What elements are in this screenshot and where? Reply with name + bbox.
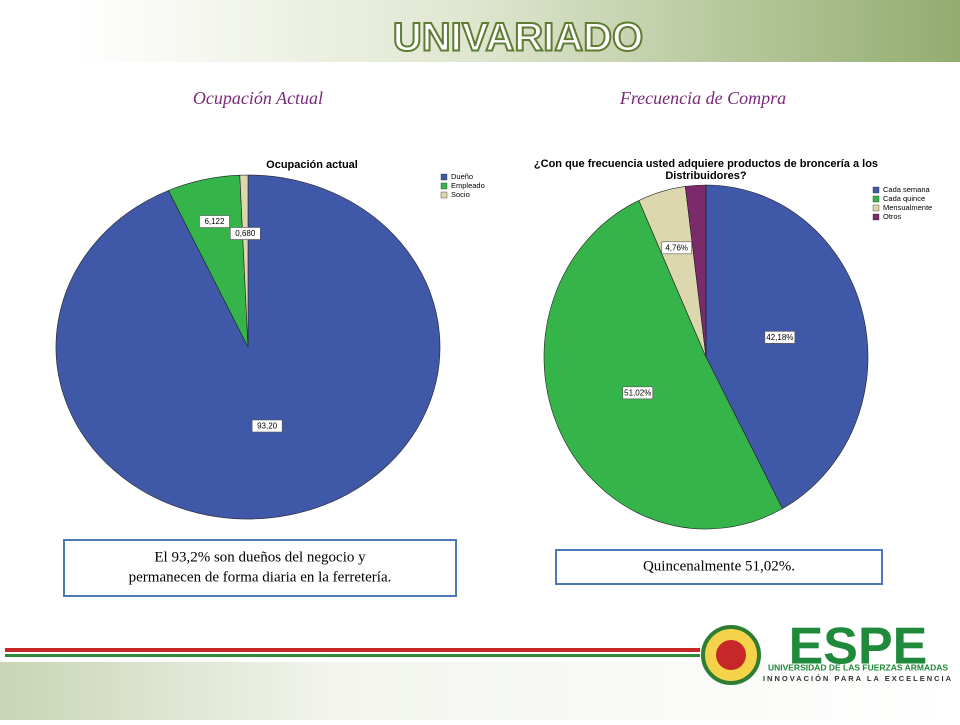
value-label-box — [229, 227, 261, 240]
legend-swatch — [440, 182, 448, 190]
legend-swatch — [872, 195, 880, 203]
legend-label: Cada semana — [883, 185, 931, 194]
pie-slice — [543, 200, 783, 530]
value-label-box — [251, 419, 283, 433]
pie-slice — [239, 174, 249, 348]
legend-label: Empleado — [451, 181, 485, 190]
caption-box — [63, 539, 457, 597]
footer-band — [0, 662, 960, 720]
legend-label: Dueño — [451, 172, 473, 181]
slide-title: UNIVARIADO — [393, 16, 643, 60]
caption: permanecen de forma diaria en la ferrete… — [129, 569, 392, 585]
title-banner — [75, 0, 960, 62]
legend-swatch — [872, 204, 880, 212]
caption: El 93,2% son dueños del negocio y — [154, 549, 366, 565]
logo-line: INNOVACIÓN PARA LA EXCELENCIA — [763, 674, 953, 683]
footer-line — [5, 648, 700, 652]
legend-swatch — [872, 186, 880, 194]
value-label: 51,02% — [624, 388, 651, 397]
pie-slice — [684, 184, 707, 358]
value-label-box — [622, 386, 654, 400]
legend-label: Otros — [883, 212, 902, 221]
legend-swatch — [440, 191, 448, 199]
logo-line: UNIVERSIDAD DE LAS FUERZAS ARMADAS — [768, 662, 948, 672]
value-label: 42,18% — [766, 333, 793, 342]
value-label: 6,122 — [204, 217, 225, 226]
chart-heading: Frecuencia de Compra — [619, 88, 786, 108]
logo: ESPE UNIVERSIDAD DE LAS FUERZAS ARMADAS … — [701, 618, 953, 685]
pie-slice — [705, 184, 869, 510]
chart-title: Ocupación actual — [266, 159, 358, 171]
value-label: 4,76% — [665, 243, 688, 252]
value-label-box — [199, 215, 230, 228]
pie-slice — [55, 174, 441, 520]
legend-label: Socio — [451, 190, 470, 199]
logo-emblem — [716, 640, 746, 670]
footer-line — [5, 654, 700, 657]
value-label-box — [764, 331, 796, 344]
legend-label: Mensualmente — [883, 203, 932, 212]
legend-swatch — [440, 173, 448, 181]
chart-heading: Ocupación Actual — [193, 88, 323, 108]
value-label-box — [661, 241, 692, 255]
value-label: 0,680 — [235, 229, 256, 238]
value-label: 93,20 — [257, 422, 278, 431]
legend-swatch — [872, 213, 880, 221]
chart-title: ¿Con que frecuencia usted adquiere produ… — [534, 158, 878, 170]
logo-name: ESPE — [789, 618, 928, 676]
caption: Quincenalmente 51,02%. — [643, 558, 795, 574]
legend-label: Cada quince — [883, 194, 925, 203]
chart-title: Distribuidores? — [665, 170, 747, 182]
caption-box — [555, 549, 883, 585]
